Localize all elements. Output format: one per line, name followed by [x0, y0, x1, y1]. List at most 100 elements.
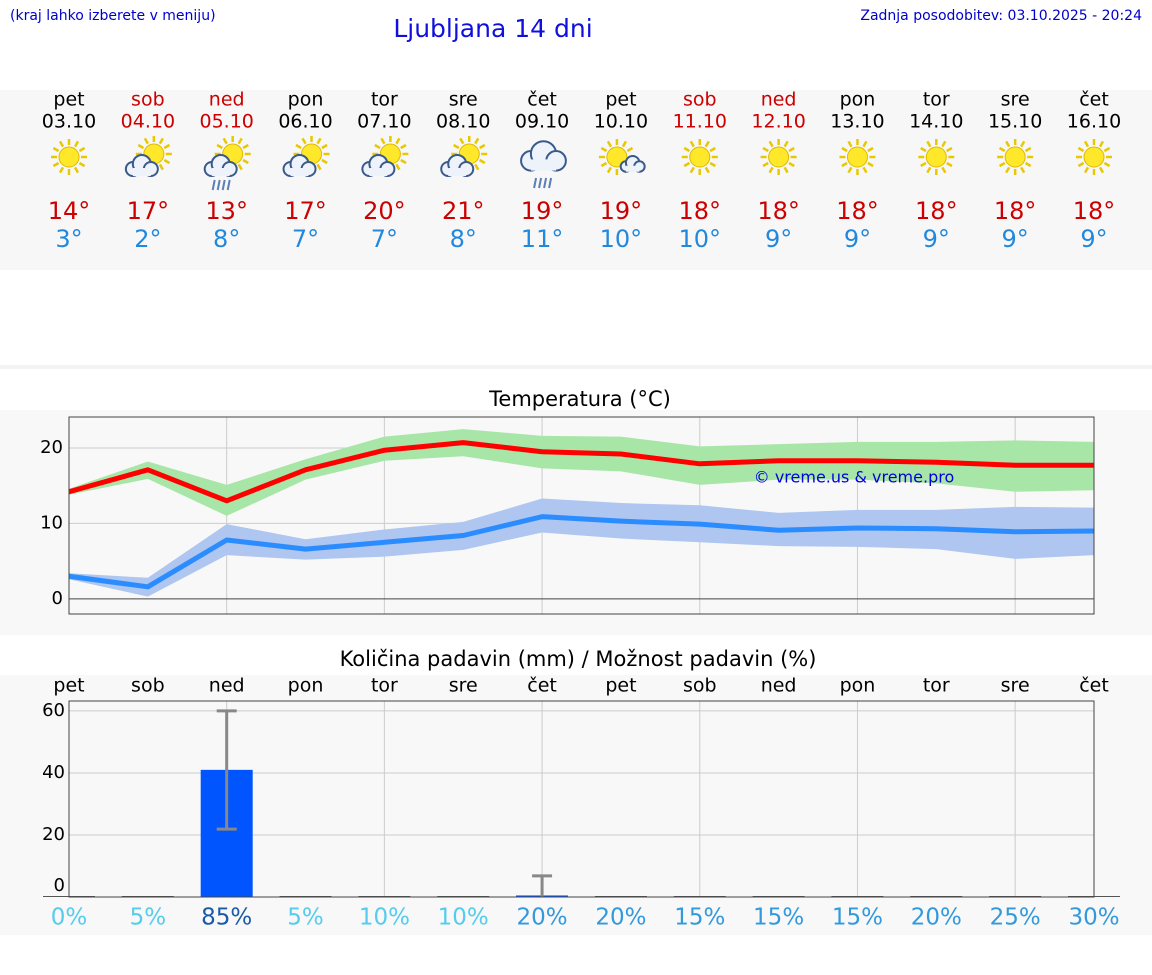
y-tick-label: 0	[52, 588, 63, 609]
low-temp: 9°	[765, 225, 792, 253]
sun-ray	[998, 146, 1006, 153]
sun-ray	[158, 163, 164, 171]
menu-note[interactable]: (kraj lahko izberete v meniju)	[10, 8, 216, 24]
sun-ray	[1103, 161, 1111, 168]
sun-ray	[704, 140, 710, 148]
x-tick-label: pet	[53, 675, 84, 697]
sun-ray	[237, 137, 243, 145]
sun	[768, 146, 790, 168]
sun-ray	[163, 158, 171, 165]
sun-ray	[453, 143, 460, 150]
date: 11.10	[673, 111, 727, 133]
weekday: sob	[683, 89, 717, 111]
low-temp: 8°	[450, 225, 477, 253]
rain-drop	[221, 179, 226, 191]
sun-ray	[704, 166, 710, 174]
page-title: Ljubljana 14 dni	[393, 14, 592, 43]
sun-ray	[1083, 140, 1090, 148]
date: 14.10	[909, 111, 963, 133]
temp-line	[68, 440, 1094, 504]
x-tick-label: tor	[371, 675, 398, 697]
sun-ray	[1020, 166, 1026, 174]
sun	[846, 146, 868, 168]
sun-ray	[158, 137, 164, 145]
x-tick-label: čet	[527, 675, 557, 697]
sun-ray	[946, 161, 953, 168]
high-temp: 17°	[127, 197, 170, 225]
weekday: pet	[53, 89, 84, 111]
probability-label: 5%	[130, 905, 167, 931]
sun-ray	[242, 143, 249, 150]
sun-ray	[847, 140, 853, 148]
y-tick-label: 60	[42, 700, 65, 721]
sun-ray	[606, 166, 613, 174]
update-time: Zadnja posodobitev: 03.10.2025 - 20:24	[860, 8, 1142, 24]
weekday: tor	[371, 89, 398, 111]
low-temp: 8°	[213, 225, 240, 253]
chart-title: Temperatura (°C)	[488, 387, 671, 411]
sun-ray	[683, 146, 691, 153]
sun-ray	[301, 137, 307, 145]
sun-ray	[380, 137, 386, 145]
high-temp: 18°	[915, 197, 958, 225]
high-temp: 17°	[284, 197, 327, 225]
date: 10.10	[594, 111, 648, 133]
x-tick-label: sob	[131, 675, 165, 697]
low-temp: 9°	[1080, 225, 1107, 253]
cloud	[619, 155, 646, 173]
separator	[0, 365, 1152, 369]
range-band	[69, 429, 1094, 516]
cloud-part	[369, 168, 388, 176]
low-temp: 11°	[521, 225, 564, 253]
low-temp: 9°	[923, 225, 950, 253]
sun-ray	[216, 143, 223, 150]
cloud-part	[625, 165, 640, 172]
sun-ray	[941, 166, 947, 174]
probability-label: 15%	[674, 905, 725, 931]
low-temp: 7°	[371, 225, 398, 253]
x-tick-label: sre	[1001, 675, 1030, 697]
sun-ray	[867, 146, 874, 153]
sun-ray	[867, 161, 874, 168]
low-temp: 9°	[844, 225, 871, 253]
sun-ray	[52, 161, 60, 168]
sun-ray	[321, 143, 328, 150]
sun-ray	[1098, 140, 1105, 148]
sun-ray	[395, 163, 401, 171]
sun-ray	[998, 161, 1006, 168]
sun-ray	[222, 137, 228, 145]
weekday: ned	[761, 89, 797, 111]
date: 08.10	[436, 111, 490, 133]
sun-ray	[237, 163, 243, 171]
sun-ray	[143, 137, 149, 145]
weekday: sre	[449, 89, 478, 111]
high-temp: 18°	[836, 197, 879, 225]
rain-drop	[216, 179, 221, 191]
weekday: sob	[131, 89, 165, 111]
sun-ray	[926, 166, 932, 174]
sun-ray	[783, 140, 789, 148]
high-temp: 20°	[363, 197, 406, 225]
x-tick-label: pet	[605, 675, 636, 697]
probability-label: 25%	[990, 905, 1041, 931]
rain-drop	[543, 177, 548, 189]
x-tick-label: pon	[840, 675, 876, 697]
sun-ray	[621, 140, 628, 148]
sun	[58, 146, 80, 168]
sun-ray	[400, 143, 407, 150]
x-tick-label: ned	[209, 675, 245, 697]
low-temp: 9°	[1002, 225, 1029, 253]
rain-drop	[533, 177, 538, 189]
sun-ray	[600, 161, 608, 168]
sun-ray	[242, 158, 249, 165]
sun-ray	[841, 161, 848, 168]
weekday: pon	[840, 89, 876, 111]
low-temp: 3°	[55, 225, 82, 253]
x-tick-label: sob	[683, 675, 717, 697]
probability-label: 20%	[595, 905, 646, 931]
probability-label: 20%	[911, 905, 962, 931]
sun-ray	[52, 146, 60, 153]
sun-ray	[295, 143, 302, 150]
x-tick-label: ned	[761, 675, 797, 697]
